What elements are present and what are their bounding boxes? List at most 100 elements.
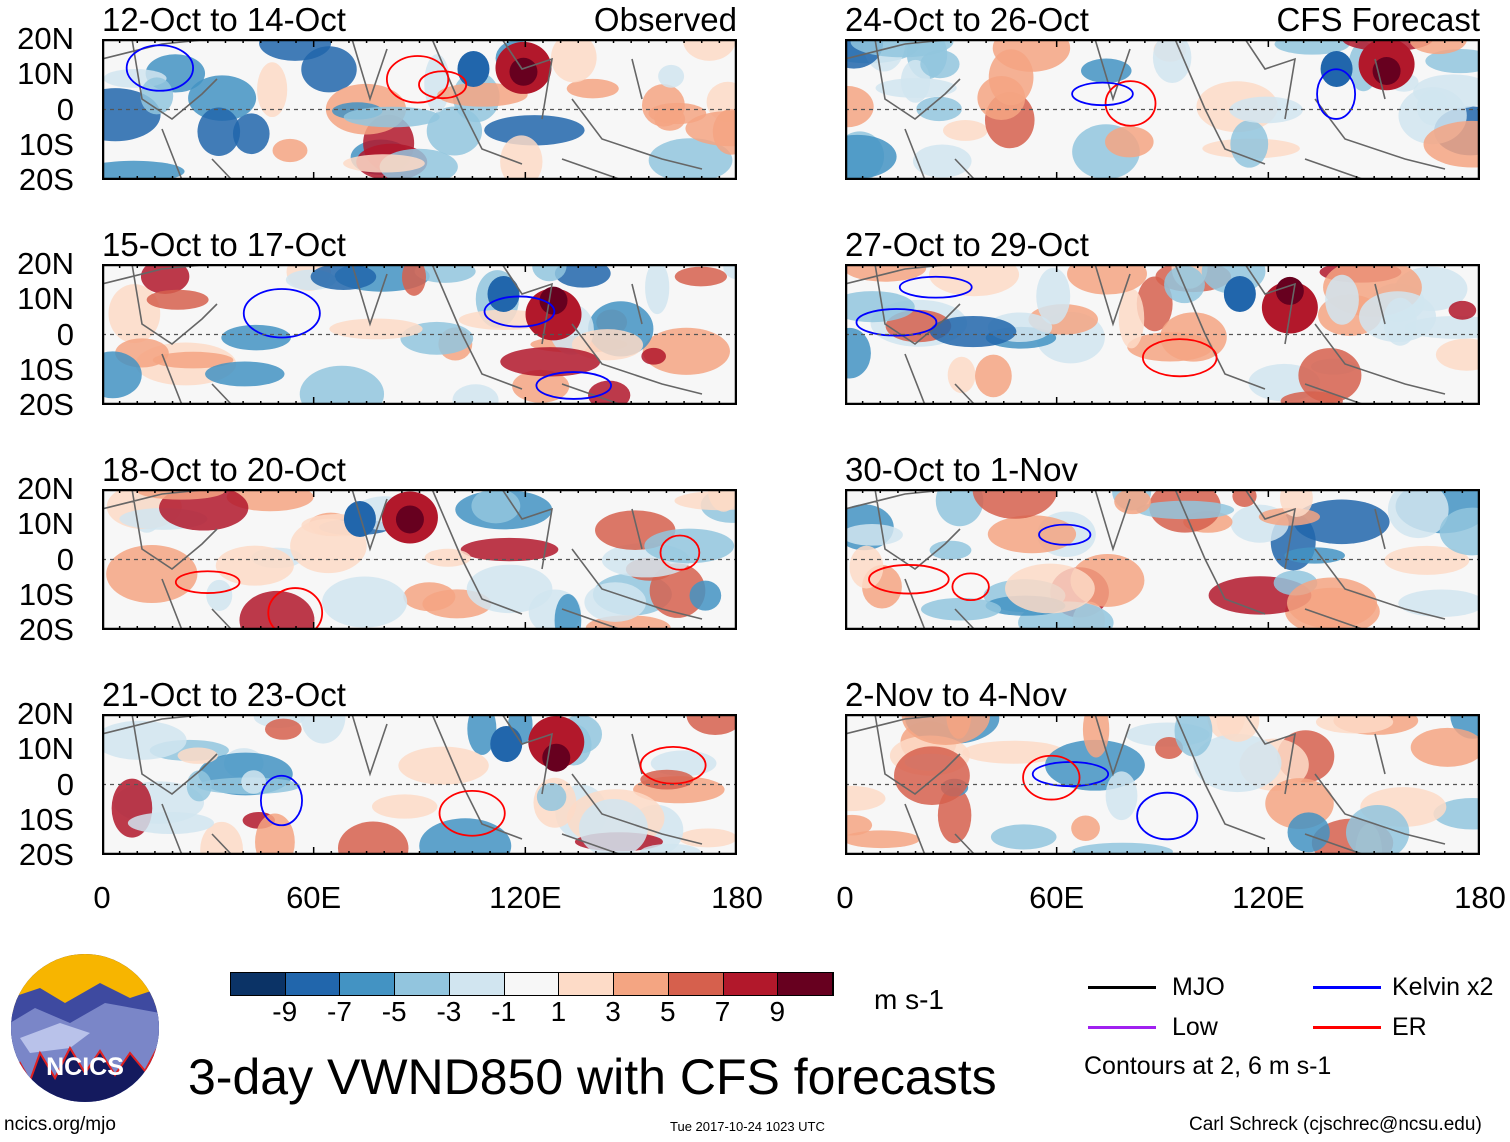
wind-anomaly-blob (300, 714, 346, 744)
coastline (845, 39, 1446, 180)
wind-anomaly-blob (912, 144, 972, 178)
wind-anomaly-blob (241, 770, 266, 794)
wave-contour (242, 288, 321, 339)
wind-anomaly-blob (1118, 288, 1145, 349)
wind-anomaly-blob (875, 78, 957, 98)
wind-anomaly-blob (1261, 281, 1318, 334)
wind-anomaly-blob (712, 109, 737, 155)
wind-anomaly-blob (1448, 300, 1477, 320)
panel-title: 21-Oct to 23-Oct (102, 676, 346, 713)
wind-anomaly-blob (102, 160, 185, 180)
wind-anomaly-blob (845, 830, 920, 849)
wind-anomaly-blob (1423, 120, 1480, 168)
wave-contour (1022, 754, 1081, 801)
wind-anomaly-blob (401, 264, 426, 296)
wave-contour (259, 774, 303, 827)
wind-anomaly-blob (645, 264, 670, 315)
wind-anomaly-blob (343, 501, 376, 537)
wind-anomaly-blob (205, 361, 285, 387)
colorbar-label: 5 (660, 996, 676, 1027)
wind-anomaly-blob (152, 351, 234, 369)
x-tick-label: 60E (1029, 880, 1085, 915)
colorbar-label: -3 (436, 996, 462, 1027)
wind-anomaly-blob (460, 537, 559, 562)
wind-anomaly-blob (1410, 727, 1480, 767)
wind-anomaly-blob (1160, 312, 1227, 362)
x-tick-label: 180 (711, 880, 763, 915)
wind-anomaly-blob (322, 576, 408, 628)
map-panel (845, 39, 1480, 180)
y-tick-label: 10S (18, 576, 74, 612)
wind-anomaly-blob (467, 714, 497, 755)
wave-contour (898, 275, 973, 299)
coastline (102, 264, 703, 405)
y-tick-label: 10N (17, 731, 74, 767)
wind-anomaly-blob (509, 57, 538, 86)
wind-anomaly-blob (1230, 120, 1269, 168)
footer-link[interactable]: ncics.org/mjo (4, 1114, 116, 1135)
wind-anomaly-blob (487, 276, 520, 312)
y-tick-label: 10S (18, 801, 74, 837)
wave-contour (125, 44, 194, 92)
wind-anomaly-blob (682, 39, 736, 61)
wind-anomaly-blob (588, 380, 631, 405)
wind-anomaly-blob (845, 814, 873, 836)
wave-contour (1038, 523, 1092, 546)
wind-anomaly-blob (137, 489, 225, 500)
colorbar (230, 972, 834, 996)
wind-anomaly-blob (686, 714, 737, 736)
colorbar-swatch (614, 973, 669, 995)
wind-anomaly-blob (947, 356, 976, 394)
colorbar-swatch (723, 973, 779, 995)
x-tick-label: 0 (836, 880, 854, 915)
y-tick-label: 20N (17, 471, 74, 506)
panel-title: 24-Oct to 26-Oct (845, 1, 1089, 38)
wave-contour (951, 572, 990, 602)
y-tick-label: 20S (18, 837, 74, 872)
wind-anomaly-blob (343, 106, 440, 128)
wind-anomaly-blob (343, 154, 425, 173)
wave-contour (267, 587, 324, 630)
colorbar-label: -9 (272, 996, 298, 1027)
colorbar-swatch (559, 973, 615, 995)
wind-anomaly-blob (894, 746, 970, 805)
wind-anomaly-blob (398, 746, 489, 785)
y-tick-label: 20N (17, 246, 74, 281)
y-tick-label: 0 (56, 766, 74, 802)
wind-anomaly-blob (539, 286, 568, 315)
wave-contour (639, 745, 707, 785)
wind-anomaly-blob (102, 720, 187, 760)
wind-anomaly-blob (177, 747, 219, 764)
wind-anomaly-blob (648, 138, 733, 180)
wind-anomaly-blob (935, 489, 984, 527)
wind-anomaly-blob (1232, 489, 1257, 508)
wind-anomaly-blob (257, 62, 288, 118)
wind-anomaly-blob (221, 324, 291, 351)
wind-anomaly-blob (403, 582, 456, 612)
wave-contour (1141, 338, 1218, 378)
x-tick-label: 120E (1232, 880, 1305, 915)
footer-timestamp: Tue 2017-10-24 1023 UTC (670, 1119, 825, 1134)
wind-anomaly-blob (972, 489, 1058, 519)
wind-anomaly-blob (929, 540, 972, 560)
wind-anomaly-blob (566, 78, 619, 99)
wind-anomaly-blob (658, 64, 685, 88)
y-tick-label: 20N (17, 696, 74, 731)
wind-anomaly-blob (988, 49, 1034, 106)
wind-anomaly-blob (419, 818, 512, 855)
wind-anomaly-blob (845, 327, 871, 379)
wind-anomaly-blob (849, 545, 884, 589)
wind-anomaly-blob (554, 264, 611, 288)
ncics-logo: NCICS (11, 954, 159, 1102)
wind-anomaly-blob (1174, 714, 1213, 757)
wind-anomaly-blob (1293, 499, 1390, 545)
wind-anomaly-blob (584, 582, 647, 622)
colorbar-swatch (668, 973, 724, 995)
panel-tag: Observed (593, 1, 737, 38)
wind-anomaly-blob (1005, 563, 1095, 614)
legend-low-label: Low (1172, 1013, 1218, 1041)
wave-contour (1071, 81, 1134, 107)
wind-anomaly-blob (1274, 39, 1350, 55)
coastline (102, 714, 703, 855)
y-tick-label: 20S (18, 162, 74, 197)
